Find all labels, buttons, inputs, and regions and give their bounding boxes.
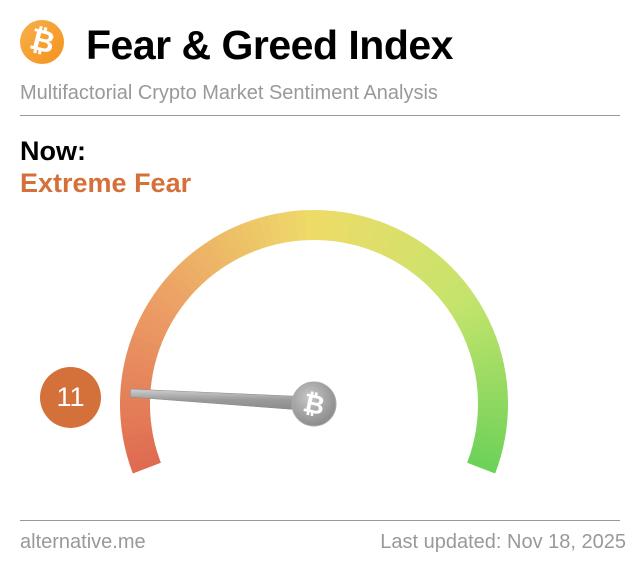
gauge-arc-segment — [390, 232, 414, 264]
gauge-hub — [291, 381, 337, 427]
gauge-arc-segment — [135, 317, 168, 339]
gauge-arc-segment — [467, 335, 500, 355]
gauge-arc-segment — [368, 221, 389, 253]
bitcoin-logo-icon: ₿ — [20, 20, 64, 64]
gauge-arc-segment — [126, 446, 159, 465]
gauge-arc-segment — [453, 301, 485, 326]
gauge-arc-segment — [165, 271, 195, 299]
gauge-arc-segment — [267, 213, 284, 245]
page-title: Fear & Greed Index — [86, 22, 453, 68]
gauge-arc-segment — [314, 210, 325, 241]
gauge-arc-segment — [232, 223, 254, 256]
gauge-arc-segment — [240, 220, 261, 253]
gauge-arc-segment — [120, 415, 152, 429]
gauge-arc-segment — [124, 352, 156, 370]
source-link[interactable]: alternative.me — [20, 531, 146, 553]
gauge-arc-segment — [472, 353, 504, 371]
gauge-arc-segment — [434, 272, 464, 300]
gauge-arc-segment — [449, 294, 480, 319]
gauge-arc-segment — [304, 210, 316, 241]
gauge-arc-segment — [471, 439, 504, 458]
gauge-arc-segment — [171, 264, 201, 293]
gauge-arc-segment — [473, 432, 506, 448]
gauge-arc-segment — [223, 227, 246, 259]
gauge-arc-segment — [422, 258, 451, 288]
gauge-arc-segment — [124, 438, 156, 456]
last-updated: Last updated: Nov 18, 2025 — [380, 531, 626, 553]
gauge-arc-segment — [457, 310, 489, 333]
gauge-arc-segment — [439, 279, 470, 306]
gauge-arc-segment — [159, 278, 190, 305]
classification-label: Extreme Fear — [20, 168, 192, 198]
divider — [20, 520, 620, 521]
gauge-arc-segment — [122, 361, 155, 377]
gauge-arc-segment — [428, 265, 458, 294]
gauge-arc-segment — [121, 370, 153, 385]
gauge-arc-segment — [120, 398, 151, 410]
subtitle: Multifactorial Crypto Market Sentiment A… — [20, 82, 438, 104]
gauge-arc-segment — [185, 252, 213, 282]
gauge-arc-segment — [416, 252, 444, 283]
value-badge: 11 — [40, 367, 101, 428]
divider — [20, 115, 620, 116]
gauge-arc-segment — [476, 381, 508, 394]
gauge-arc-segment — [129, 334, 161, 354]
gauge-arc-segment — [469, 447, 501, 467]
gauge-arc-segment — [467, 455, 499, 474]
gauge-needle — [129, 388, 315, 412]
gauge-arc-segment — [360, 218, 380, 250]
gauge-arc-segment — [132, 325, 164, 347]
gauge-arc-segment — [404, 241, 430, 273]
gauge-arc-segment — [126, 343, 159, 362]
gauge-arc-segment — [337, 212, 353, 244]
gauge-arc-segment — [464, 326, 497, 348]
gauge-arc-segment — [345, 213, 362, 246]
gauge-arc-segment — [461, 318, 493, 340]
gauge-arc-segment — [383, 228, 406, 260]
gauge-arc-segment — [475, 424, 507, 439]
gauge-arc-segment — [444, 286, 475, 313]
gauge-arc-segment — [148, 292, 180, 318]
gauge-arc-segment — [192, 246, 219, 277]
gauge-arc-segment — [410, 247, 437, 278]
gauge-arc-segment — [120, 407, 151, 419]
gauge-arc-segment — [353, 215, 371, 248]
gauge-arc-segment — [375, 224, 398, 256]
gauge-arc-segment — [154, 285, 185, 312]
gauge-arc-segment — [178, 258, 206, 287]
gauge-arc-segment — [215, 231, 239, 263]
now-label: Now: — [20, 136, 86, 166]
gauge-arc-segment — [249, 217, 269, 250]
gauge-arc-segment — [477, 399, 508, 411]
gauge-arc-segment — [139, 308, 172, 332]
gauge-arc-segment — [477, 390, 508, 402]
gauge-arc — [120, 210, 508, 474]
gauge-arc-segment — [207, 236, 232, 267]
gauge-arc-segment — [470, 344, 502, 363]
gauge-arc-segment — [295, 210, 308, 241]
gauge-arc-segment — [285, 210, 300, 242]
gauge-arc-segment — [129, 454, 161, 474]
gauge-arc-segment — [397, 236, 422, 268]
gauge-arc-segment — [258, 215, 276, 247]
gauge-arc-segment — [144, 300, 176, 325]
gauge-arc-segment — [199, 241, 225, 272]
